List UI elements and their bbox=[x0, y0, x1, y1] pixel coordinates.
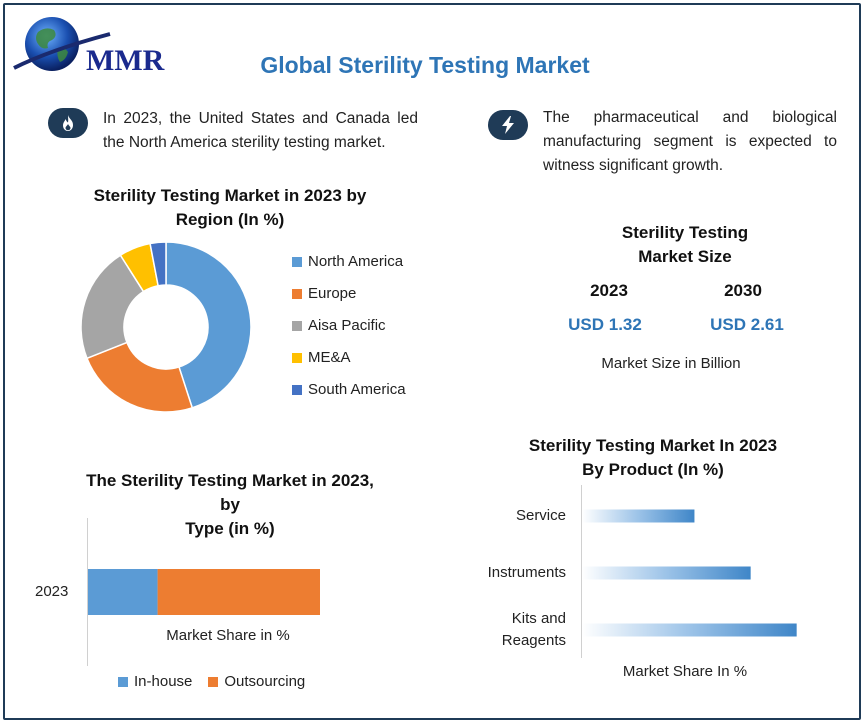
fact-badge-2 bbox=[488, 110, 528, 140]
product-category-label-line: Reagents bbox=[501, 632, 566, 649]
product-category-label-line: Kits and bbox=[511, 610, 566, 627]
market-size-caption: Market Size in Billion bbox=[601, 355, 741, 372]
type-chart-xlabel: Market Share in % bbox=[166, 627, 290, 644]
product-bar-kits-and-reagents bbox=[582, 623, 797, 637]
type-chart-axis bbox=[87, 518, 88, 666]
legend-label: North America bbox=[308, 253, 404, 270]
product-category-label: Service bbox=[440, 505, 566, 527]
legend-label: Outsourcing bbox=[224, 673, 306, 690]
legend-item-europe: Europe bbox=[292, 285, 356, 302]
market-size-title: Sterility Testing Market Size bbox=[621, 223, 749, 266]
donut-slice-aisa-pacific bbox=[80, 254, 145, 360]
product-chart-title: Sterility Testing Market In 2023 By Prod… bbox=[528, 436, 778, 479]
region-legend: North America Europe Aisa Pacific ME&A South… bbox=[292, 253, 452, 413]
legend-item-me-a: ME&A bbox=[292, 349, 351, 366]
legend-label: South America bbox=[308, 381, 406, 398]
logo-text: MMR bbox=[86, 44, 165, 77]
type-stacked-bar bbox=[88, 569, 320, 615]
globe-icon bbox=[13, 17, 111, 71]
legend-item-south-america: South America bbox=[292, 381, 406, 398]
fact-text-2: The pharmaceutical and biological manufa… bbox=[543, 109, 837, 174]
legend-swatch bbox=[292, 384, 302, 395]
product-category-label: Kits and Reagents bbox=[440, 608, 566, 652]
legend-item-in-house: In-house bbox=[118, 673, 192, 690]
donut-slice-europe bbox=[85, 341, 194, 413]
product-category-label-line: Service bbox=[515, 507, 566, 524]
product-bar-chart bbox=[582, 509, 797, 637]
legend-label: Aisa Pacific bbox=[308, 317, 386, 334]
fact-badge-1 bbox=[48, 108, 88, 138]
region-donut-chart bbox=[80, 241, 252, 413]
region-chart-title: Sterility Testing Market in 2023 by Regi… bbox=[93, 186, 367, 229]
product-category-labels: Service Instruments Kits and Reagents bbox=[440, 485, 566, 660]
legend-item-aisa-pacific: Aisa Pacific bbox=[292, 317, 386, 334]
legend-swatch bbox=[292, 288, 302, 299]
market-size-value-2030: USD 2.61 bbox=[710, 315, 784, 334]
donut-slice-south-america bbox=[149, 241, 167, 287]
market-size-year-2030: 2030 bbox=[724, 281, 762, 300]
product-chart-xlabel: Market Share In % bbox=[622, 663, 748, 680]
type-bar-outsourcing bbox=[157, 569, 320, 615]
type-bar-in-house bbox=[88, 569, 158, 615]
product-bar-instruments bbox=[582, 566, 751, 580]
flame-icon bbox=[63, 115, 73, 131]
type-chart-title: The Sterility Testing Market in 2023, by… bbox=[86, 471, 374, 538]
product-chart-axis bbox=[581, 485, 582, 658]
fact-text-1: In 2023, the United States and Canada le… bbox=[103, 110, 418, 151]
legend-item-north-america: North America bbox=[292, 253, 403, 270]
product-category-label-line: Instruments bbox=[487, 564, 566, 581]
legend-item-outsourcing: Outsourcing bbox=[208, 673, 305, 690]
legend-label: ME&A bbox=[308, 349, 351, 366]
product-bar-service bbox=[582, 509, 695, 523]
market-size-year-2023: 2023 bbox=[590, 281, 628, 300]
product-category-label: Instruments bbox=[440, 562, 566, 584]
legend-swatch bbox=[292, 256, 302, 267]
mmr-logo: MMR bbox=[10, 10, 180, 82]
legend-swatch bbox=[118, 676, 128, 687]
legend-label: In-house bbox=[134, 673, 193, 690]
page-title: Global Sterility Testing Market bbox=[260, 52, 590, 78]
lightning-icon bbox=[502, 116, 514, 134]
type-legend: In-house Outsourcing bbox=[118, 673, 321, 690]
type-chart-category: 2023 bbox=[35, 583, 69, 600]
donut-slice-north-america bbox=[165, 241, 252, 409]
legend-swatch bbox=[208, 676, 219, 687]
legend-swatch bbox=[292, 320, 302, 331]
legend-swatch bbox=[292, 352, 302, 363]
market-size-value-2023: USD 1.32 bbox=[568, 315, 642, 334]
legend-label: Europe bbox=[308, 285, 357, 302]
